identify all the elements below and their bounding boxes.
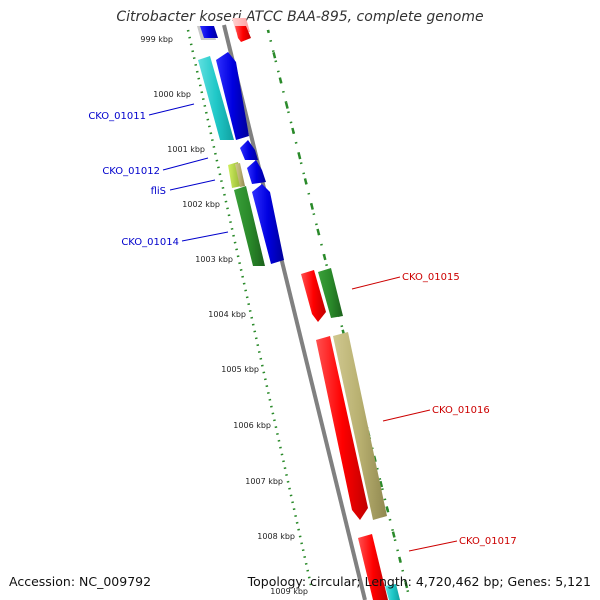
kbp-label: 1002 kbp: [182, 200, 220, 209]
gene-cko-01016-red: [316, 336, 368, 520]
leader-cko-01011: [148, 103, 195, 116]
kbp-label: 1008 kbp: [257, 532, 295, 541]
gene-cko-01012: [240, 140, 258, 160]
kbp-label: 1009 kbp: [270, 587, 308, 596]
gene-cko-01015-green: [318, 268, 343, 318]
genome-summary-text: Topology: circular; Length: 4,720,462 bp…: [247, 574, 591, 589]
kbp-label: 999 kbp: [140, 35, 173, 44]
gene-cko-01014-blue: [252, 184, 284, 264]
map-title: Citrobacter koseri ATCC BAA-895, complet…: [116, 9, 484, 25]
accession-text: Accession: NC_009792: [9, 574, 152, 589]
gene-label-cko-01012: CKO_01012: [102, 166, 160, 177]
gene-label-cko-01014: CKO_01014: [121, 237, 179, 248]
kbp-label: 1005 kbp: [221, 365, 259, 374]
gene-cko-01011-cyan: [198, 56, 234, 140]
kbp-label: 1001 kbp: [167, 145, 205, 154]
gene-cko-01017-red: [358, 534, 388, 600]
gene-label-cko-01015: CKO_01015: [402, 272, 460, 283]
kbp-labels: 999 kbp 1000 kbp 1001 kbp 1002 kbp 1003 …: [140, 35, 308, 596]
leader-cko-01016: [382, 409, 431, 422]
gene-label-flis: fliS: [151, 186, 166, 197]
leader-cko-01015: [351, 276, 401, 290]
kbp-label: 1000 kbp: [153, 90, 191, 99]
backbone: [222, 24, 367, 600]
gene-cko-01017-cyan: [385, 584, 400, 600]
leader-cko-01014: [181, 231, 229, 242]
gene-partial-blue-top: [200, 26, 218, 38]
gene-partial-red-top: [235, 26, 251, 42]
gene-cko-01014-green: [234, 186, 265, 266]
gene-flis-blue: [247, 160, 266, 184]
leader-cko-01017: [408, 540, 458, 552]
kbp-label: 1006 kbp: [233, 421, 271, 430]
gene-cko-01016-olive: [333, 332, 387, 520]
kbp-label: 1007 kbp: [245, 477, 283, 486]
kbp-label: 1004 kbp: [208, 310, 246, 319]
gene-cko-01011-blue: [216, 52, 249, 140]
gene-label-cko-01011: CKO_01011: [88, 111, 146, 122]
leader-flis: [169, 179, 216, 191]
gene-flis-olive: [235, 163, 245, 187]
leader-cko-01012: [162, 157, 209, 171]
gene-label-cko-01016: CKO_01016: [432, 405, 490, 416]
gene-label-cko-01017: CKO_01017: [459, 536, 517, 547]
kbp-label: 1003 kbp: [195, 255, 233, 264]
gene-cko-01015-red: [301, 270, 326, 322]
